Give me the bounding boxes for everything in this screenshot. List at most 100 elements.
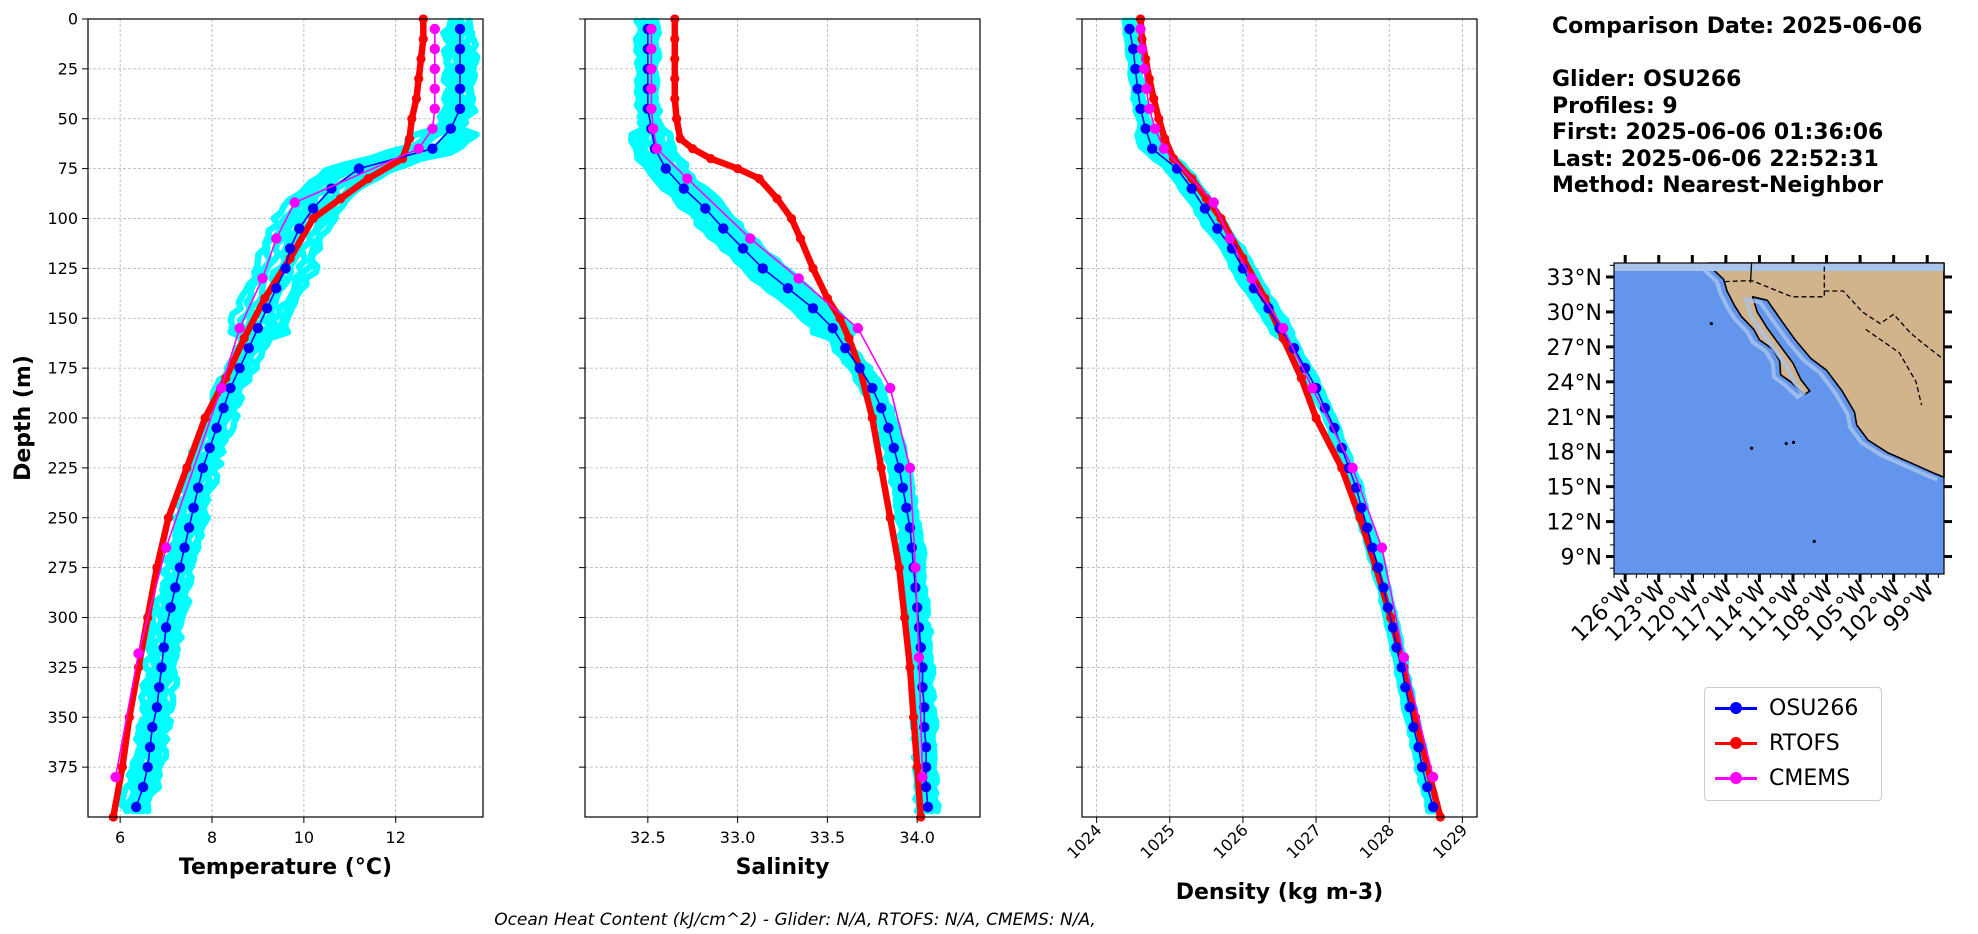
data-point [160, 542, 172, 553]
data-point [427, 143, 438, 154]
data-point [243, 343, 254, 354]
data-point [1160, 134, 1170, 144]
data-point [1355, 513, 1365, 523]
series-line [646, 29, 929, 808]
data-point [261, 303, 273, 314]
y-tick-label: 225 [47, 458, 78, 477]
glider-profile-line [1125, 17, 1439, 815]
data-point [922, 801, 934, 813]
data-point [418, 34, 428, 44]
data-point [1398, 652, 1410, 663]
x-tick-label: 1028 [1356, 820, 1398, 862]
series-cmems [110, 23, 440, 783]
data-point [745, 233, 756, 244]
data-point [445, 123, 456, 134]
data-point [307, 203, 319, 214]
data-point [883, 422, 894, 434]
glider-profile-line [1126, 17, 1435, 815]
data-point [1376, 542, 1388, 553]
data-point [1378, 582, 1389, 593]
data-point [110, 771, 121, 783]
x-tick-label: 1026 [1210, 820, 1252, 862]
map-lat-label: 9°N [1561, 546, 1602, 571]
data-point [156, 662, 167, 673]
y-tick-label: 375 [47, 758, 78, 777]
data-point [786, 213, 797, 224]
data-point [1347, 462, 1358, 474]
profile-count: Profiles: 9 [1552, 93, 1678, 119]
data-point [1387, 622, 1399, 633]
map-lat-label: 15°N [1547, 476, 1602, 501]
data-point [1149, 123, 1161, 134]
x-axis-label: Density (kg m-3) [1176, 880, 1384, 905]
data-point [204, 442, 215, 454]
data-point [1141, 83, 1152, 95]
data-point [165, 602, 176, 613]
map-border [1824, 290, 1945, 361]
data-point [808, 263, 818, 273]
series-line [1137, 18, 1444, 818]
legend-swatch-osu266 [1713, 693, 1759, 723]
data-point [913, 622, 925, 633]
panel-density: 1024 1025 1026 1027 1028 1029 Density (kg m-3) [1063, 14, 1478, 905]
x-tick-label: 1025 [1136, 820, 1178, 862]
data-point [852, 323, 864, 334]
glider-profile-line [651, 17, 942, 815]
comparison-date: Comparison Date: 2025-06-06 [1552, 14, 1923, 39]
data-point [216, 382, 227, 394]
data-point [733, 164, 743, 174]
data-point [163, 513, 173, 523]
data-point [915, 642, 926, 653]
data-point [1158, 143, 1170, 154]
y-tick-label: 150 [47, 309, 78, 328]
map-lat-label: 18°N [1547, 441, 1602, 466]
data-point [1362, 522, 1373, 533]
data-point [193, 482, 204, 493]
data-point [648, 123, 659, 134]
data-point [807, 303, 819, 314]
data-point [429, 103, 440, 115]
data-point [137, 781, 149, 793]
map-border [1724, 263, 1825, 298]
data-point [1391, 642, 1402, 653]
data-point [1367, 542, 1378, 553]
data-point [737, 243, 749, 254]
data-point [151, 702, 163, 713]
data-point [1278, 323, 1289, 334]
legend-label-cmems: CMEMS [1769, 765, 1851, 791]
glider-profile-line [1122, 17, 1434, 815]
data-point [660, 163, 671, 174]
y-tick-label: 75 [58, 159, 78, 178]
series-line [671, 19, 925, 818]
data-point [876, 402, 887, 414]
data-point [670, 94, 680, 104]
x-tick-label: 33.0 [720, 828, 756, 847]
data-point [840, 343, 851, 354]
series-osu266 [131, 23, 466, 813]
data-point [280, 263, 291, 274]
map-lat-label: 33°N [1547, 266, 1602, 291]
y-tick-label: 50 [58, 109, 78, 128]
data-point [920, 742, 932, 753]
glider-profile-line [1126, 17, 1438, 815]
data-point [906, 542, 917, 553]
last-profile-time: Last: 2025-06-06 22:52:31 [1552, 146, 1879, 172]
map-island [1784, 441, 1788, 446]
data-point [144, 742, 156, 753]
data-point [754, 174, 764, 184]
profile-panels: 6 8 10 12 0 25 50 75 100 125 150 175 200 225 250 275 300… [11, 10, 1478, 905]
data-point [912, 762, 922, 772]
data-point [260, 293, 270, 303]
data-point [646, 23, 657, 35]
data-point [772, 194, 782, 204]
y-tick-label: 0 [68, 10, 78, 29]
data-point [901, 502, 912, 513]
first-profile-time: First: 2025-06-06 01:36:06 [1552, 120, 1884, 145]
glider-profile-line [1123, 17, 1434, 815]
data-point [1149, 94, 1159, 104]
y-tick-label: 200 [47, 409, 78, 428]
data-point [757, 263, 768, 274]
glider-profile-line [137, 17, 470, 815]
data-point [919, 702, 930, 713]
